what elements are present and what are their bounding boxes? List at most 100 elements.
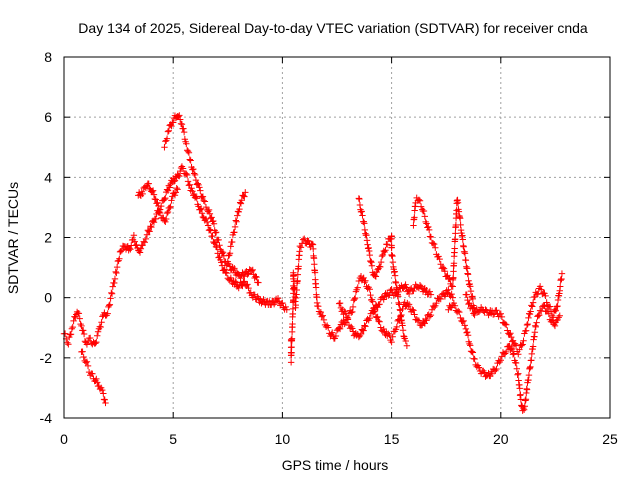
data-point: [425, 226, 433, 234]
data-point: [198, 209, 206, 217]
data-point: [466, 340, 473, 348]
data-point: [361, 226, 369, 234]
data-point: [411, 214, 418, 221]
data-point: [358, 208, 365, 215]
data-point: [241, 193, 248, 200]
data-point: [416, 282, 424, 289]
data-point: [550, 314, 557, 321]
data-point: [468, 348, 476, 355]
data-point: [210, 220, 218, 227]
data-point: [151, 195, 159, 203]
data-point: [388, 338, 395, 346]
data-point: [155, 202, 162, 210]
data-point: [374, 313, 381, 321]
data-point: [399, 322, 406, 329]
data-point: [356, 201, 364, 209]
data-point: [356, 195, 363, 203]
data-point: [503, 348, 510, 356]
data-point: [89, 370, 96, 377]
data-point: [449, 283, 456, 290]
x-tick-label: 5: [169, 431, 177, 447]
data-point: [145, 180, 152, 187]
data-point: [170, 119, 177, 126]
data-point: [197, 206, 204, 213]
data-point: [313, 294, 321, 301]
data-point: [92, 340, 99, 347]
data-point: [315, 303, 322, 310]
data-point: [183, 171, 191, 179]
y-tick-label: 0: [44, 290, 52, 306]
data-point: [240, 192, 247, 200]
data-point: [210, 217, 217, 225]
axis-ticks: 0 5 10 15 20 25 -4 -2 0 2 4 6 8: [40, 49, 618, 447]
data-point: [253, 273, 260, 281]
data-point: [216, 253, 223, 261]
data-point: [192, 176, 200, 184]
data-point: [107, 295, 114, 302]
data-point: [178, 121, 186, 128]
data-point: [288, 343, 295, 351]
chart-title: Day 134 of 2025, Sidereal Day-to-day VTE…: [78, 20, 588, 36]
data-point: [464, 328, 471, 336]
data-point: [352, 294, 359, 302]
data-point: [508, 345, 515, 352]
data-point: [516, 385, 523, 392]
data-point: [427, 233, 435, 241]
x-axis-label: GPS time / hours: [282, 457, 389, 473]
data-point: [376, 301, 383, 308]
data-point: [221, 266, 228, 273]
data-point: [548, 312, 556, 319]
data-point: [556, 312, 563, 319]
data-point: [480, 367, 487, 375]
data-point: [224, 258, 231, 265]
data-point: [455, 307, 462, 315]
data-point: [385, 330, 392, 338]
data-point: [399, 327, 407, 334]
y-tick-label: 8: [44, 49, 52, 65]
data-point: [360, 327, 367, 334]
data-point: [355, 195, 363, 202]
data-point: [380, 325, 387, 333]
data-point: [363, 237, 371, 244]
data-point: [231, 265, 238, 272]
data-point: [234, 212, 241, 219]
data-point: [448, 282, 455, 290]
data-point: [557, 283, 564, 290]
data-point: [554, 302, 561, 310]
data-point: [405, 290, 413, 298]
data-point: [515, 350, 522, 358]
data-point: [325, 324, 332, 331]
data-point: [212, 229, 220, 236]
data-point: [430, 303, 438, 311]
data-point: [249, 266, 256, 274]
data-point: [93, 375, 100, 383]
data-point: [108, 290, 116, 297]
data-point: [245, 270, 252, 277]
data-point: [295, 263, 302, 270]
data-point: [80, 327, 87, 334]
data-point: [82, 359, 90, 366]
data-point: [93, 379, 101, 386]
data-point: [415, 196, 423, 203]
y-tick-label: 2: [44, 230, 52, 246]
data-point: [163, 209, 171, 217]
data-point: [361, 278, 368, 286]
data-point: [299, 236, 307, 243]
data-point: [384, 241, 391, 248]
data-point: [77, 320, 84, 328]
data-point: [397, 307, 404, 314]
data-point: [437, 295, 444, 303]
data-point: [523, 386, 531, 393]
data-point: [147, 223, 154, 230]
data-point: [538, 286, 545, 293]
data-point: [197, 205, 205, 212]
data-point: [493, 365, 500, 373]
data-point: [238, 197, 245, 204]
data-point: [245, 284, 252, 292]
data-point: [388, 244, 395, 251]
data-point: [161, 144, 168, 151]
data-point: [377, 258, 385, 266]
data-point: [237, 274, 244, 282]
data-point: [201, 198, 209, 205]
